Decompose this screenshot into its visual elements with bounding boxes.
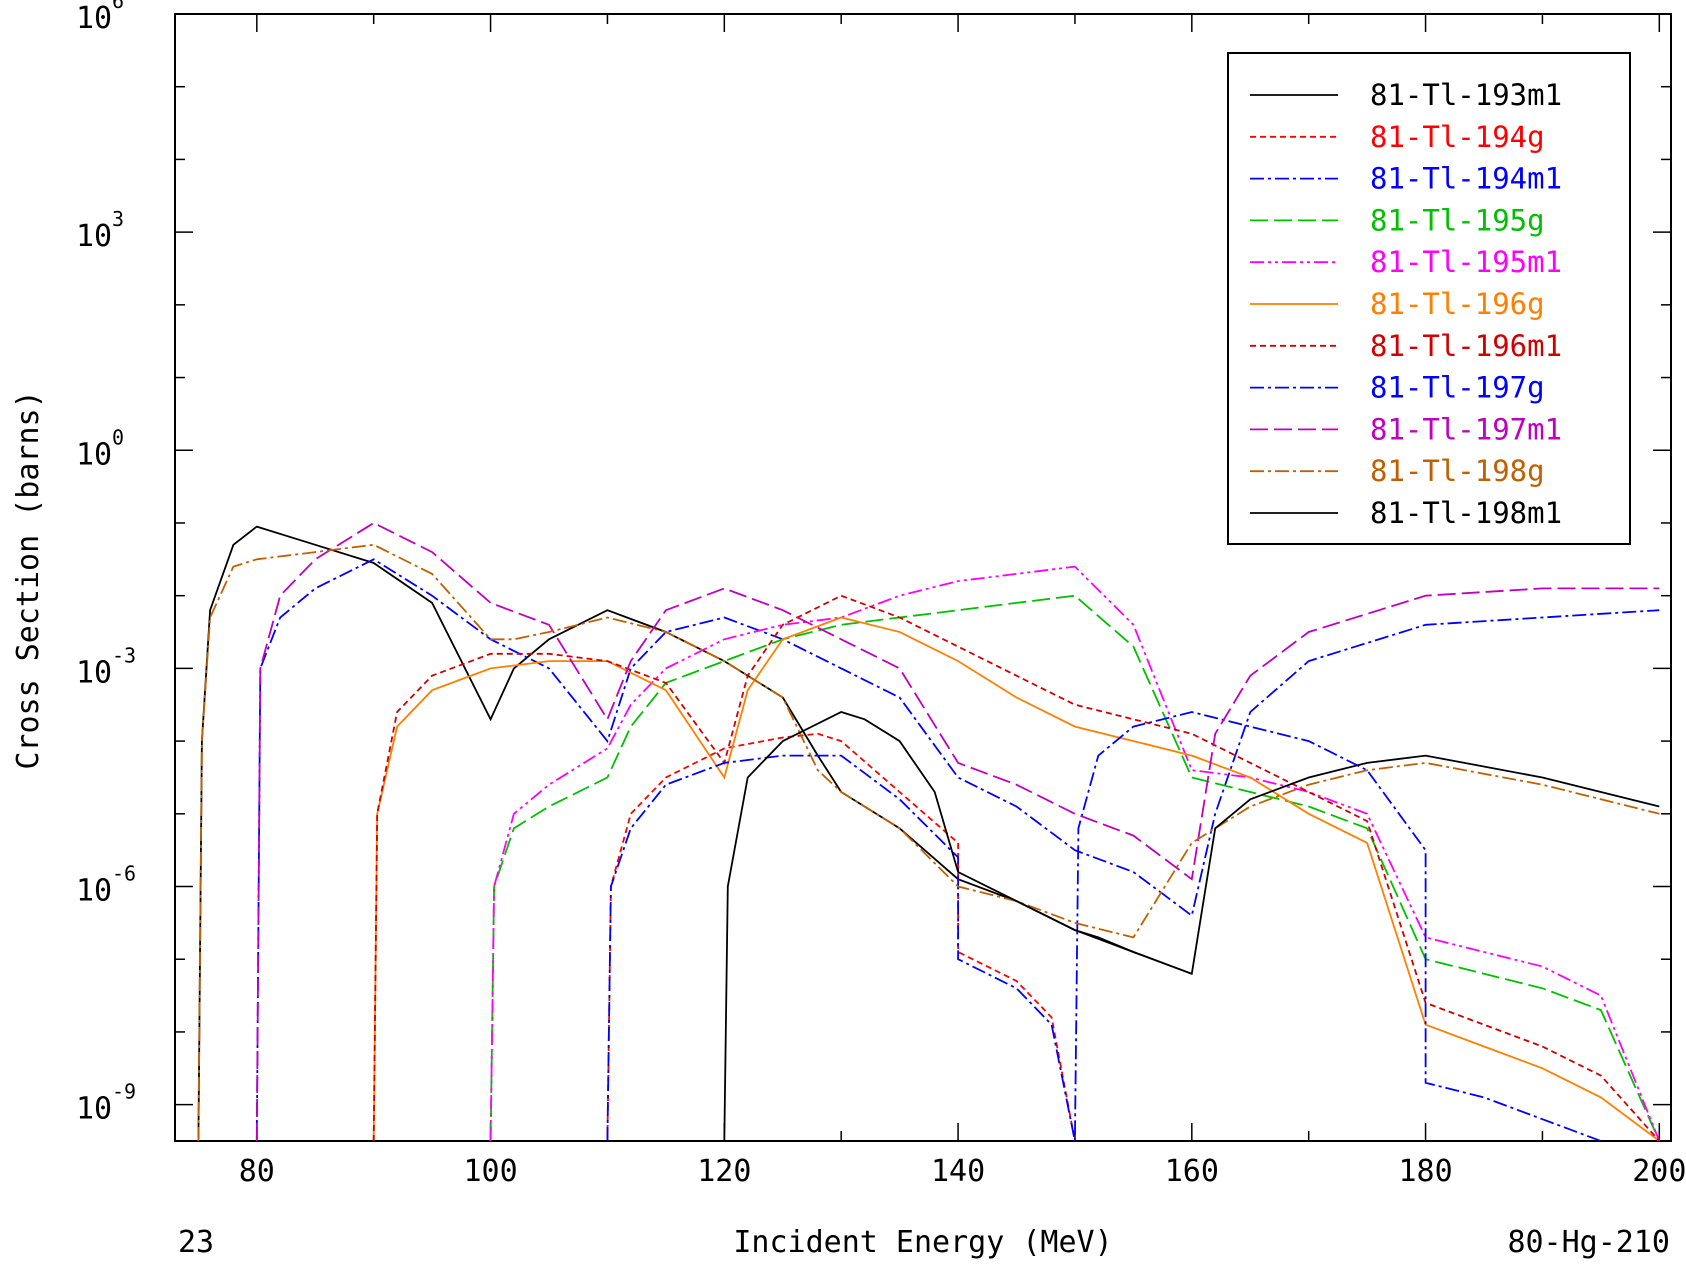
legend-label: 81-Tl-198g	[1370, 454, 1545, 488]
legend-label: 81-Tl-197m1	[1370, 412, 1562, 446]
legend-box	[1227, 52, 1631, 545]
y-tick-exponent: 6	[112, 0, 124, 13]
x-tick-label: 160	[1165, 1154, 1219, 1189]
x-tick-label: 100	[463, 1154, 517, 1189]
y-tick-base: 10	[76, 1092, 112, 1127]
legend-label: 81-Tl-195m1	[1370, 245, 1562, 279]
series-line-81-Tl-194m1	[255, 558, 1660, 1141]
legend-label: 81-Tl-196g	[1370, 287, 1545, 321]
bottom-left-label: 23	[178, 1225, 214, 1260]
x-tick-label: 200	[1632, 1154, 1686, 1189]
y-tick-exponent: -9	[112, 1080, 136, 1104]
series-line-81-Tl-195m1	[489, 565, 1661, 1141]
y-tick-exponent: -3	[112, 643, 136, 667]
y-tick-exponent: 3	[112, 207, 124, 231]
y-tick-exponent: -6	[112, 862, 136, 886]
legend-label: 81-Tl-194g	[1370, 120, 1545, 154]
y-tick-base: 10	[76, 437, 112, 472]
y-tick-exponent: 0	[112, 425, 124, 449]
legend-label: 81-Tl-195g	[1370, 203, 1545, 237]
x-tick-label: 120	[697, 1154, 751, 1189]
series-line-81-Tl-198g	[197, 543, 1660, 1141]
x-tick-label: 80	[239, 1154, 275, 1189]
y-tick-base: 10	[76, 874, 112, 909]
x-axis-title: Incident Energy (MeV)	[733, 1225, 1112, 1260]
series-line-81-Tl-196m1	[372, 594, 1660, 1141]
plot-frame	[174, 13, 1672, 1142]
y-tick-base: 10	[76, 219, 112, 254]
legend-label: 81-Tl-197g	[1370, 371, 1545, 405]
series-line-81-Tl-197g	[606, 711, 1602, 1141]
legend-label: 81-Tl-194m1	[1370, 162, 1562, 196]
legend-label: 81-Tl-198m1	[1370, 496, 1562, 530]
legend-label: 81-Tl-196m1	[1370, 329, 1562, 363]
series-line-81-Tl-193m1	[197, 525, 1193, 1141]
y-axis-title: Cross Section (barns)	[11, 390, 46, 769]
y-tick-base: 10	[76, 1, 112, 36]
legend-label: 81-Tl-193m1	[1370, 78, 1562, 112]
series-curves	[197, 521, 1661, 1141]
series-line-81-Tl-194g	[606, 732, 1076, 1141]
series-line-81-Tl-198m1	[723, 711, 1660, 1141]
bottom-right-label: 80-Hg-210	[1507, 1225, 1670, 1260]
series-line-81-Tl-196g	[372, 616, 1660, 1141]
x-tick-label: 140	[931, 1154, 985, 1189]
legend: 81-Tl-193m1 81-Tl-194g 81-Tl-194m1 81-Tl-19…	[1227, 52, 1631, 545]
y-tick-base: 10	[76, 655, 112, 690]
series-line-81-Tl-197m1	[255, 521, 1660, 1141]
x-tick-label: 180	[1398, 1154, 1452, 1189]
series-line-81-Tl-195g	[489, 594, 1661, 1141]
